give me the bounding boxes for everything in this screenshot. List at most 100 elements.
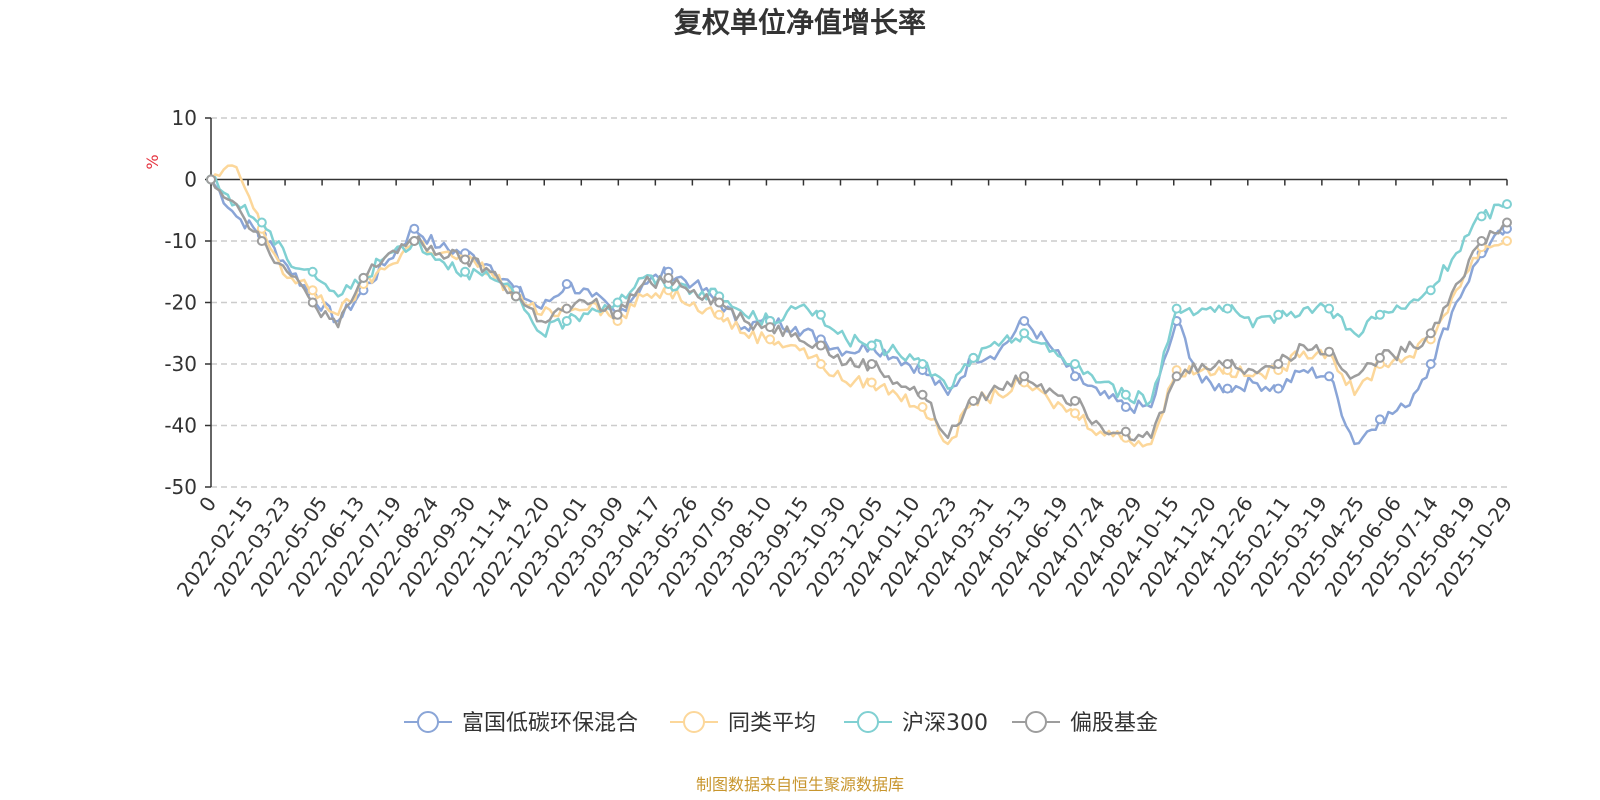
series-2 [206,164,1512,448]
series-point [714,309,725,320]
series-point [866,377,877,388]
series-point [815,340,826,351]
series-point [460,266,471,277]
series-group [206,164,1512,448]
series-point [409,236,420,246]
series-point [409,223,420,234]
series-point [1374,309,1385,320]
series-point [968,395,979,406]
series-point [917,402,928,413]
legend-item[interactable]: 富国低碳环保混合 [404,711,638,736]
series-point [1171,371,1182,382]
legend-item[interactable]: 偏股基金 [1012,711,1158,736]
series-point [815,309,826,320]
series-point [1502,199,1512,210]
legend-item[interactable]: 同类平均 [670,711,816,736]
legend-label: 偏股基金 [1070,711,1158,736]
series-point [206,174,216,185]
series-point [765,322,776,333]
x-axis: 02022-02-152022-03-232022-05-052022-06-1… [172,178,1517,601]
series-point [612,297,623,308]
series-point [917,359,928,369]
legend-marker-icon [857,711,879,733]
series-point [307,297,318,308]
series-point [1273,309,1284,320]
legend-marker-icon [683,711,705,733]
series-point [561,303,572,314]
series-point [1171,303,1182,314]
series-point [1425,285,1436,296]
chart-title: 复权单位净值增长率 [674,6,926,39]
series-point [1476,236,1487,246]
series-point [1120,426,1131,437]
series-point [1502,236,1512,246]
series-line [209,178,1508,442]
y-tick-label: -30 [164,352,197,376]
series-point [765,334,776,345]
series-point [1425,328,1436,339]
series-point [1425,359,1436,369]
series-4 [206,174,1512,442]
series-point [612,309,623,320]
series-line [209,178,1509,446]
series-point [1273,383,1284,394]
series-line [210,164,1508,448]
series-point [1019,315,1030,326]
series-point [1324,346,1335,357]
series-point [1222,383,1233,394]
series-point [663,272,674,283]
series-point [307,266,318,277]
series-point [815,359,826,369]
legend-item[interactable]: 沪深300 [844,711,988,736]
y-tick-label: -10 [164,229,197,253]
series-point [358,272,369,283]
series-point [1374,352,1385,363]
legend[interactable]: 富国低碳环保混合 同类平均 沪深300 偏股基金 [404,711,1158,736]
legend-label: 同类平均 [728,711,816,736]
series-point [256,236,267,246]
y-tick-label: 10 [172,106,197,130]
series-point [1476,211,1487,222]
series-point [1120,389,1131,400]
series-point [307,285,318,296]
series-point [1273,359,1284,369]
legend-label: 富国低碳环保混合 [462,711,638,736]
series-point [1070,408,1080,419]
y-axis-unit: % [143,154,162,169]
series-point [714,297,725,308]
series-line [210,176,1508,407]
y-tick-label: -40 [164,414,197,438]
series-point [866,359,877,369]
source-note: 制图数据来自恒生聚源数据库 [696,775,904,794]
series-point [1222,303,1233,314]
series-point [1374,414,1385,425]
y-tick-label: 0 [184,168,197,192]
y-tick-label: -20 [164,291,197,315]
series-point [1070,395,1080,406]
series-point [1070,359,1080,369]
series-point [256,217,267,228]
y-axis: 10 0 -10 -20 -30 -40 -50 [164,106,212,499]
series-point [866,340,877,351]
y-tick-label: -50 [164,475,197,499]
series-point [561,279,572,290]
series-point [561,315,572,326]
series-point [1019,328,1030,339]
series-point [1324,371,1335,382]
series-point [1019,371,1030,382]
series-point [1324,303,1335,314]
series-point [917,389,928,400]
legend-marker-icon [417,711,439,733]
series-point [460,254,471,265]
x-tick-label: 0 [194,492,221,516]
legend-label: 沪深300 [902,711,988,736]
legend-marker-icon [1025,711,1047,733]
series-point [1502,217,1512,228]
series-point [510,291,521,302]
series-point [968,352,979,363]
series-point [1222,359,1233,369]
series-point [1120,402,1131,413]
series-point [1070,371,1080,382]
grid-lines [211,117,1507,488]
